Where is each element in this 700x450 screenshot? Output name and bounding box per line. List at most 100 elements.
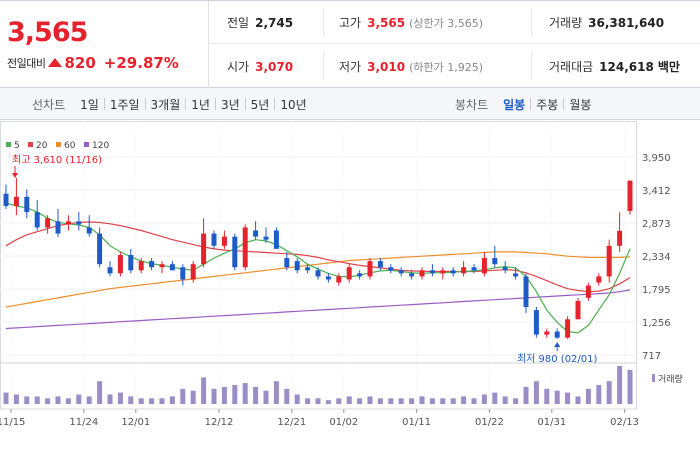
candle-body <box>76 221 82 225</box>
y-tick-label: 717 <box>642 351 661 362</box>
candle-body <box>169 264 175 271</box>
volume-bar <box>419 396 425 404</box>
period-tab-3m[interactable]: 3개월 <box>150 97 181 112</box>
stat-sub: (하한가 1,925) <box>409 60 483 74</box>
min-arrow-head <box>554 342 561 347</box>
candle-body <box>367 261 373 277</box>
volume-bar <box>544 388 550 404</box>
divider <box>530 98 532 110</box>
legend-swatch <box>6 142 11 147</box>
candle-body <box>419 270 425 277</box>
divider <box>185 98 187 110</box>
change-value: 820 <box>64 54 96 72</box>
candle-body <box>461 267 467 274</box>
stat-value: 2,745 <box>255 15 294 30</box>
volume-bar <box>492 392 498 404</box>
divider <box>103 98 105 110</box>
candle-body <box>221 236 227 246</box>
y-tick-label: 2,334 <box>642 252 671 263</box>
candle-tab-weekly[interactable]: 주봉 <box>536 97 559 112</box>
volume-bar <box>263 390 269 404</box>
volume-bar <box>117 392 123 404</box>
candle-body <box>86 227 92 234</box>
quote-header: 3,565 전일대비 820 +29.87% 전일 2,745 고가 3,565… <box>0 0 700 88</box>
period-tab-3y[interactable]: 3년 <box>220 97 240 112</box>
candle-body <box>294 261 300 271</box>
volume-bar <box>346 396 352 404</box>
candle-body <box>180 267 186 280</box>
candle-body <box>502 267 508 271</box>
line-chart-periods: 선차트 1일 1주일 3개월 1년 3년 5년 10년 <box>32 88 312 120</box>
stats-table: 전일 2,745 고가 3,565 (상한가 3,565) 거래량 36,381… <box>209 1 700 88</box>
y-tick-label: 2,873 <box>642 219 671 230</box>
max-arrow-head <box>12 173 18 178</box>
chart-toolbar: 선차트 1일 1주일 3개월 1년 3년 5년 10년 봉차트 일봉 주봉 월봉 <box>0 88 700 120</box>
volume-bar <box>617 366 623 404</box>
volume-bar <box>336 398 342 404</box>
stat-open: 시가 3,070 <box>227 45 293 88</box>
price-summary: 3,565 전일대비 820 +29.87% <box>0 1 209 88</box>
candle-body <box>117 254 123 274</box>
volume-bar <box>190 390 196 404</box>
volume-bar <box>3 392 9 404</box>
volume-bar <box>575 396 581 404</box>
candle-body <box>242 227 248 268</box>
candle-body <box>481 258 487 274</box>
candle-body <box>617 230 623 246</box>
moving-average-20 <box>5 221 631 293</box>
volume-bar <box>97 381 103 404</box>
volume-legend-swatch <box>652 374 655 382</box>
stat-label: 저가 <box>339 60 362 74</box>
divider <box>144 98 146 110</box>
candle-body <box>513 273 519 277</box>
volume-bar <box>253 386 259 404</box>
candle-tab-monthly[interactable]: 월봉 <box>569 97 592 112</box>
candle-body <box>24 196 30 213</box>
stat-unit: 백만 <box>657 60 680 74</box>
min-annotation: 최저 980 (02/01) <box>517 353 598 365</box>
volume-bar <box>242 383 248 404</box>
volume-bar <box>461 396 467 404</box>
stat-volume: 거래량 36,381,640 <box>549 1 664 44</box>
divider <box>323 9 324 36</box>
volume-bar <box>502 396 508 404</box>
stat-label: 거래량 <box>549 16 583 30</box>
candle-body <box>201 233 207 265</box>
volume-bar <box>149 398 155 404</box>
price-chart[interactable]: 3,950 3,412 2,873 2,334 1,795 1,256 717 11/15 11… <box>0 121 700 450</box>
volume-bar <box>627 369 633 404</box>
period-tab-1w[interactable]: 1주일 <box>109 97 140 112</box>
volume-bar <box>45 398 51 404</box>
candle-body <box>544 331 550 335</box>
legend-swatch <box>56 142 61 147</box>
candle-body <box>34 212 40 228</box>
period-tab-1y[interactable]: 1년 <box>191 97 210 112</box>
volume-bar <box>367 396 373 404</box>
candle-body <box>450 270 456 274</box>
stat-value: 3,070 <box>255 59 294 74</box>
volume-bar <box>13 394 19 404</box>
candle-tab-daily[interactable]: 일봉 <box>503 97 526 112</box>
divider <box>531 53 532 80</box>
period-tab-10y[interactable]: 10년 <box>280 97 307 112</box>
x-tick-label: 01/31 <box>537 417 566 428</box>
candle-body <box>377 261 383 268</box>
candle-chart-periods: 봉차트 일봉 주봉 월봉 <box>455 88 596 120</box>
stat-value: 36,381,640 <box>588 15 665 30</box>
x-tick-label: 01/02 <box>329 417 358 428</box>
candle-body <box>523 276 529 308</box>
volume-bar <box>34 396 40 404</box>
x-tick-label: 02/13 <box>610 417 639 428</box>
moving-average-60 <box>5 251 631 308</box>
volume-bar <box>86 396 92 404</box>
stat-label: 시가 <box>227 60 250 74</box>
period-tab-5y[interactable]: 5년 <box>250 97 270 112</box>
volume-bar <box>305 398 311 404</box>
volume-bar <box>128 396 134 404</box>
period-tab-1d[interactable]: 1일 <box>80 97 99 112</box>
volume-bar <box>201 377 207 404</box>
legend-swatch <box>84 142 89 147</box>
volume-bar <box>409 398 415 404</box>
candle-body <box>45 218 51 228</box>
volume-bar <box>315 398 321 404</box>
